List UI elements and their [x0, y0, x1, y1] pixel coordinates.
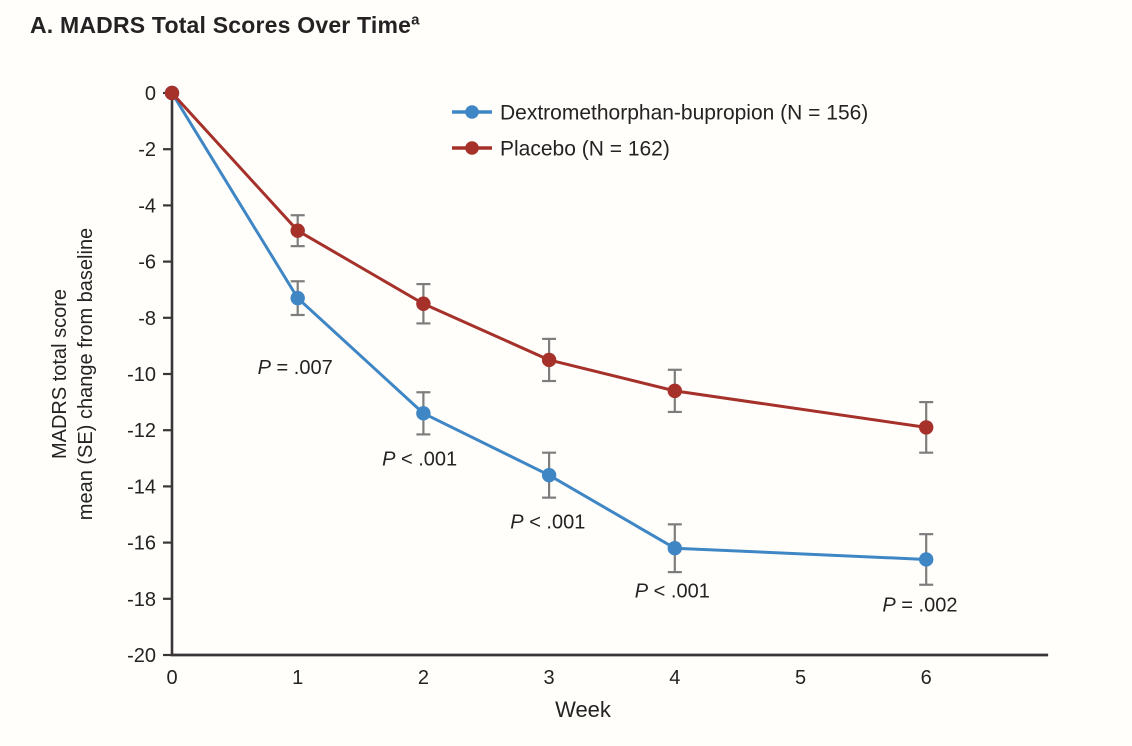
x-axis-tick-label: 4: [669, 667, 680, 689]
y-axis-tick-label: -4: [138, 195, 156, 217]
p-value-annotation: P < .001: [635, 580, 710, 602]
x-axis-title: Week: [555, 697, 612, 722]
p-value-annotation: P = .007: [258, 357, 333, 379]
chart-title-text: A. MADRS Total Scores Over Time: [30, 12, 412, 38]
series-placebo: [164, 85, 934, 454]
p-value-annotation: P < .001: [382, 448, 457, 470]
data-point-dextromethorphan-bupropion: [290, 290, 305, 306]
x-axis-tick-label: 3: [544, 667, 555, 689]
y-axis-title-line: mean (SE) change from baseline: [75, 228, 97, 520]
data-point-placebo: [164, 85, 180, 101]
y-axis-tick-label: 0: [145, 83, 156, 105]
y-axis-tick-label: -6: [138, 252, 156, 274]
data-point-placebo: [541, 352, 557, 368]
y-axis-tick-label: -8: [138, 308, 156, 330]
y-axis-tick-label: -20: [127, 645, 156, 667]
data-point-dextromethorphan-bupropion: [541, 467, 557, 483]
x-axis-tick-label: 5: [795, 667, 806, 689]
legend-label-placebo: Placebo (N = 162): [500, 138, 670, 161]
legend-marker-dot-placebo: [465, 141, 479, 155]
y-axis-tick-label: -14: [127, 476, 156, 498]
y-axis-tick-label: -12: [127, 420, 156, 442]
y-axis-tick-label: -18: [127, 589, 156, 611]
legend-item-dextromethorphan-bupropion: Dextromethorphan-bupropion (N = 156): [452, 102, 868, 125]
series-line-placebo: [170, 91, 927, 429]
x-axis-tick-label: 2: [418, 667, 429, 689]
legend-item-placebo: Placebo (N = 162): [452, 138, 670, 161]
data-point-placebo: [667, 383, 682, 399]
x-axis-tick-label: 6: [921, 667, 932, 689]
series-dextromethorphan-bupropion: [164, 85, 934, 586]
data-point-dextromethorphan-bupropion: [667, 541, 682, 556]
x-axis-tick-label: 0: [166, 667, 177, 689]
y-axis-tick-label: -16: [127, 533, 156, 555]
y-axis-title-line: MADRS total score: [49, 289, 71, 459]
data-point-placebo: [919, 420, 934, 435]
p-value-annotation: P = .002: [882, 594, 957, 616]
data-point-dextromethorphan-bupropion: [416, 406, 431, 421]
data-point-placebo: [290, 223, 305, 238]
data-point-dextromethorphan-bupropion: [919, 552, 934, 567]
y-axis-tick-label: -10: [127, 364, 156, 386]
series-line-dextromethorphan-bupropion: [170, 92, 927, 561]
legend: Dextromethorphan-bupropion (N = 156) Plac…: [452, 102, 868, 161]
chart-title: A. MADRS Total Scores Over Timea: [30, 12, 420, 39]
x-axis-tick-label: 1: [292, 667, 303, 689]
legend-label-dextromethorphan-bupropion: Dextromethorphan-bupropion (N = 156): [500, 102, 868, 125]
chart-title-superscript: a: [411, 11, 420, 29]
y-axis-tick-label: -2: [138, 139, 156, 161]
p-value-annotation: P < .001: [510, 512, 585, 534]
legend-marker-dot-dextromethorphan-bupropion: [465, 105, 479, 119]
data-point-placebo: [416, 296, 431, 311]
